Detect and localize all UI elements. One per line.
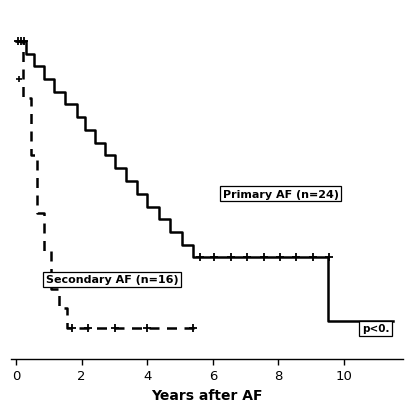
Text: p<0.: p<0. xyxy=(361,323,389,334)
Text: Secondary AF (n=16): Secondary AF (n=16) xyxy=(45,275,178,285)
Text: Primary AF (n=24): Primary AF (n=24) xyxy=(222,189,338,199)
X-axis label: Years after AF: Years after AF xyxy=(151,388,262,402)
